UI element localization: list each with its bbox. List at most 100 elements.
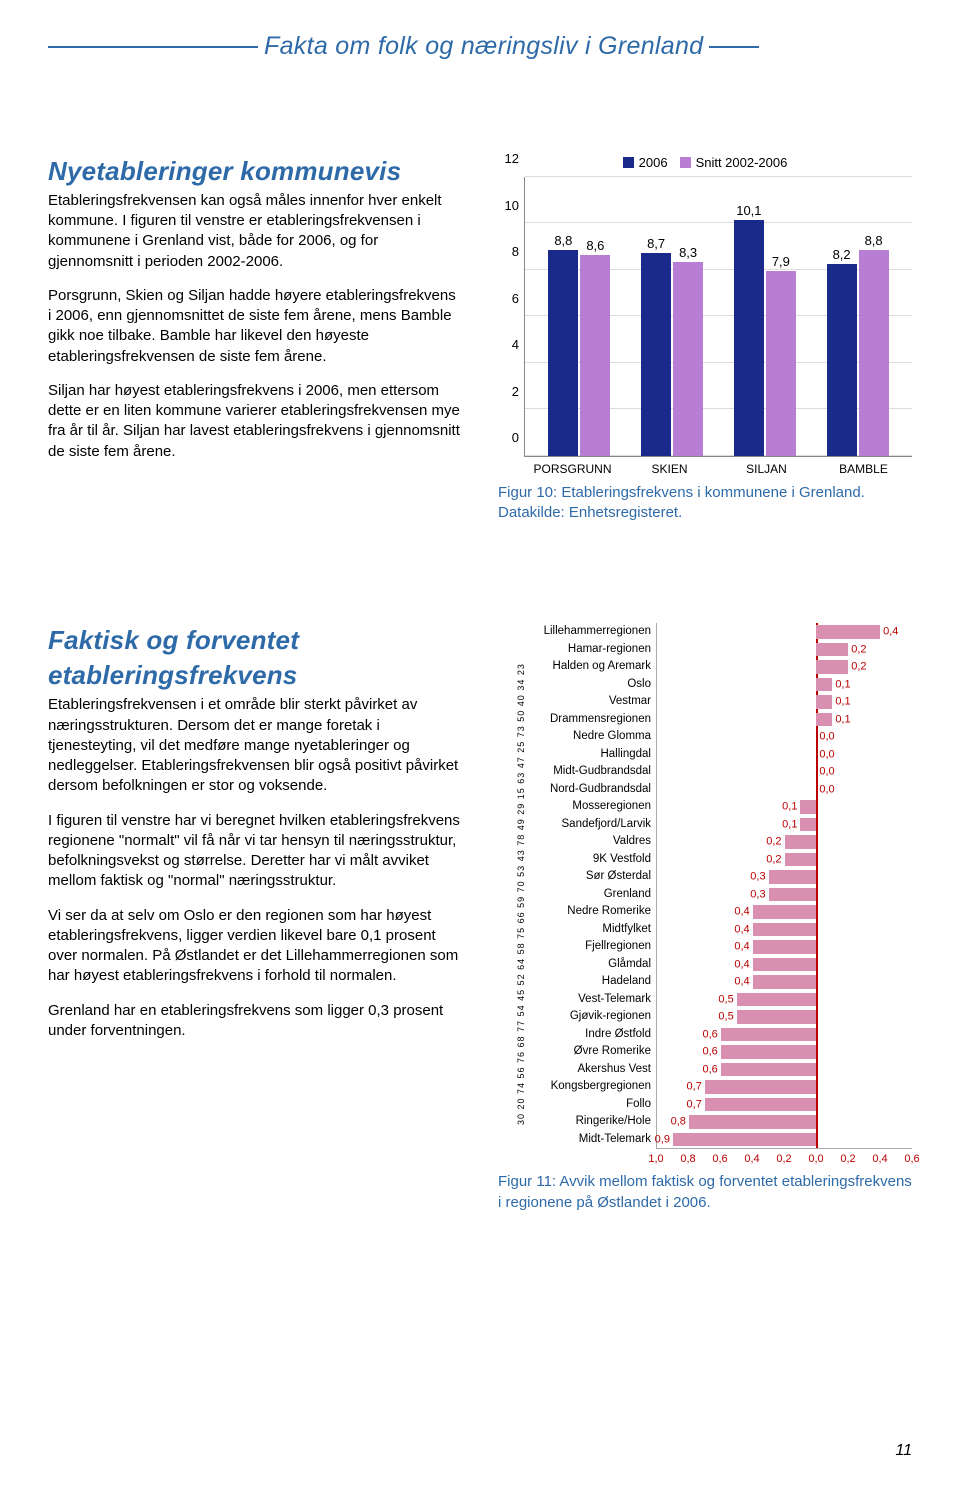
hbar-zero-line [816, 1026, 818, 1044]
section-2-p2: I figuren til venstre har vi beregnet hv… [48, 811, 462, 892]
hbar-bar [816, 643, 848, 657]
bar-value-label: 8,6 [580, 237, 610, 255]
hbar-label: Valdres [516, 834, 656, 850]
hbar-chart: 30 20 74 56 76 68 77 54 45 52 64 58 75 6… [516, 623, 912, 1166]
x-axis-label: BAMBLE [815, 461, 912, 477]
hbar-bar [816, 678, 832, 692]
hbar-plot: 0,1 [656, 711, 912, 729]
hbar-bar [753, 923, 817, 937]
hbar-label: 9K Vestfold [516, 852, 656, 868]
hbar-value-label: 0,4 [883, 625, 898, 640]
hbar-plot: 0,5 [656, 1008, 912, 1026]
hbar-row: Midt-Telemark0,9 [516, 1131, 912, 1149]
hbar-row: Øvre Romerike 0,6 [516, 1043, 912, 1061]
hbar-row: Vest-Telemark 0,5 [516, 991, 912, 1009]
hbar-row: Drammensregionen0,1 [516, 711, 912, 729]
hbar-zero-line [816, 938, 818, 956]
hbar-bar [737, 993, 817, 1007]
bar: 8,8 [859, 250, 889, 455]
hbar-zero-line [816, 746, 818, 764]
hbar-label: Follo [516, 1097, 656, 1113]
hbar-value-label: 0,0 [819, 730, 834, 745]
hbar-label: Mosseregionen [516, 799, 656, 815]
section-1-heading: Nyetableringer kommunevis [48, 154, 462, 189]
hbar-row: Oslo0,1 [516, 676, 912, 694]
hbar-value-label: 0,2 [851, 642, 866, 657]
hbar-value-label: 0,1 [782, 800, 797, 815]
hbar-plot: 0,1 [656, 676, 912, 694]
section-2-text: Faktisk og forventet etableringsfrekvens… [48, 623, 462, 1213]
hbar-value-label: 0,6 [702, 1045, 717, 1060]
hbar-label: Sandefjord/Larvik [516, 817, 656, 833]
hbar-label: Øvre Romerike [516, 1044, 656, 1060]
hbar-plot: 0,4 [656, 973, 912, 991]
hbar-plot: 0,0 [656, 746, 912, 764]
legend-swatch [680, 157, 691, 168]
section-1-p1: Etableringsfrekvensen kan også måles inn… [48, 191, 462, 272]
hbar-value-label: 0,5 [718, 992, 733, 1007]
hbar-plot: 0,1 [656, 798, 912, 816]
page-number: 11 [895, 1440, 912, 1462]
hbar-label: Midt-Gudbrandsdal [516, 764, 656, 780]
hbar-row: Glåmdal0,4 [516, 956, 912, 974]
hbar-plot: 0,6 [656, 1026, 912, 1044]
hbar-plot: 0,4 [656, 623, 912, 641]
bar-value-label: 8,3 [673, 244, 703, 262]
hbar-label: Vestmar [516, 694, 656, 710]
section-1-p3: Siljan har høyest etableringsfrekvens i … [48, 381, 462, 462]
hbar-bar [753, 940, 817, 954]
hbar-zero-line [816, 781, 818, 799]
hbar-row: Mosseregionen 0,1 [516, 798, 912, 816]
hbar-value-label: 0,2 [766, 835, 781, 850]
hbar-row: 9K Vestfold 0,2 [516, 851, 912, 869]
legend-swatch [623, 157, 634, 168]
hbar-bar [816, 713, 832, 727]
x-axis-label: SKIEN [621, 461, 718, 477]
hbar-plot: 0,2 [656, 851, 912, 869]
hbar-axis-tick: 0,2 [776, 1152, 791, 1167]
hbar-bar [769, 870, 817, 884]
hbar-plot: 0,4 [656, 956, 912, 974]
bar-group: 8,88,6 [548, 250, 610, 455]
chart1-caption: Figur 10: Etableringsfrekvens i kommunen… [498, 483, 912, 524]
hbar-row: Follo0,7 [516, 1096, 912, 1114]
hbar-axis-tick: 1,0 [648, 1152, 663, 1167]
section-2-p1: Etableringsfrekvensen i et område blir s… [48, 695, 462, 796]
x-axis-label: SILJAN [718, 461, 815, 477]
hbar-plot: 0,2 [656, 658, 912, 676]
page-header: Fakta om folk og næringsliv i Grenland [48, 30, 912, 64]
hbar-label: Halden og Aremark [516, 659, 656, 675]
hbar-row: Midtfylket0,4 [516, 921, 912, 939]
hbar-plot: 0,1 [656, 693, 912, 711]
hbar-side-index: 30 20 74 56 76 68 77 54 45 52 64 58 75 6… [515, 623, 529, 1166]
hbar-row: Nedre Glomma0,0 [516, 728, 912, 746]
header-rule-right [709, 46, 759, 48]
hbar-row: Grenland0,3 [516, 886, 912, 904]
hbar-axis-tick: 0,4 [744, 1152, 759, 1167]
hbar-label: Hamar-regionen [516, 642, 656, 658]
bar-value-label: 8,2 [827, 246, 857, 264]
hbar-plot: 0,8 [656, 1113, 912, 1131]
hbar-axis-tick: 0,2 [840, 1152, 855, 1167]
hbar-bar [721, 1045, 817, 1059]
bar-group: 8,28,8 [827, 250, 889, 455]
hbar-row: Halden og Aremark0,2 [516, 658, 912, 676]
hbar-value-label: 0,1 [835, 695, 850, 710]
legend-item: 2006 [623, 154, 668, 172]
hbar-row: Valdres 0,2 [516, 833, 912, 851]
header-rule-left [48, 46, 258, 48]
section-2-p3: Vi ser da at selv om Oslo er den regione… [48, 906, 462, 987]
hbar-bar [769, 888, 817, 902]
bar-value-label: 7,9 [766, 253, 796, 271]
hbar-label: Midt-Telemark [516, 1132, 656, 1148]
hbar-row: Fjellregionen0,4 [516, 938, 912, 956]
bar-group: 10,17,9 [734, 220, 796, 456]
hbar-row: Akershus Vest0,6 [516, 1061, 912, 1079]
hbar-value-label: 0,2 [766, 852, 781, 867]
hbar-row: Hamar-regionen 0,2 [516, 641, 912, 659]
hbar-axis-tick: 0,6 [904, 1152, 919, 1167]
hbar-label: Vest-Telemark [516, 992, 656, 1008]
hbar-label: Ringerike/Hole [516, 1114, 656, 1130]
y-axis-label: 2 [512, 383, 519, 401]
hbar-value-label: 0,5 [718, 1010, 733, 1025]
